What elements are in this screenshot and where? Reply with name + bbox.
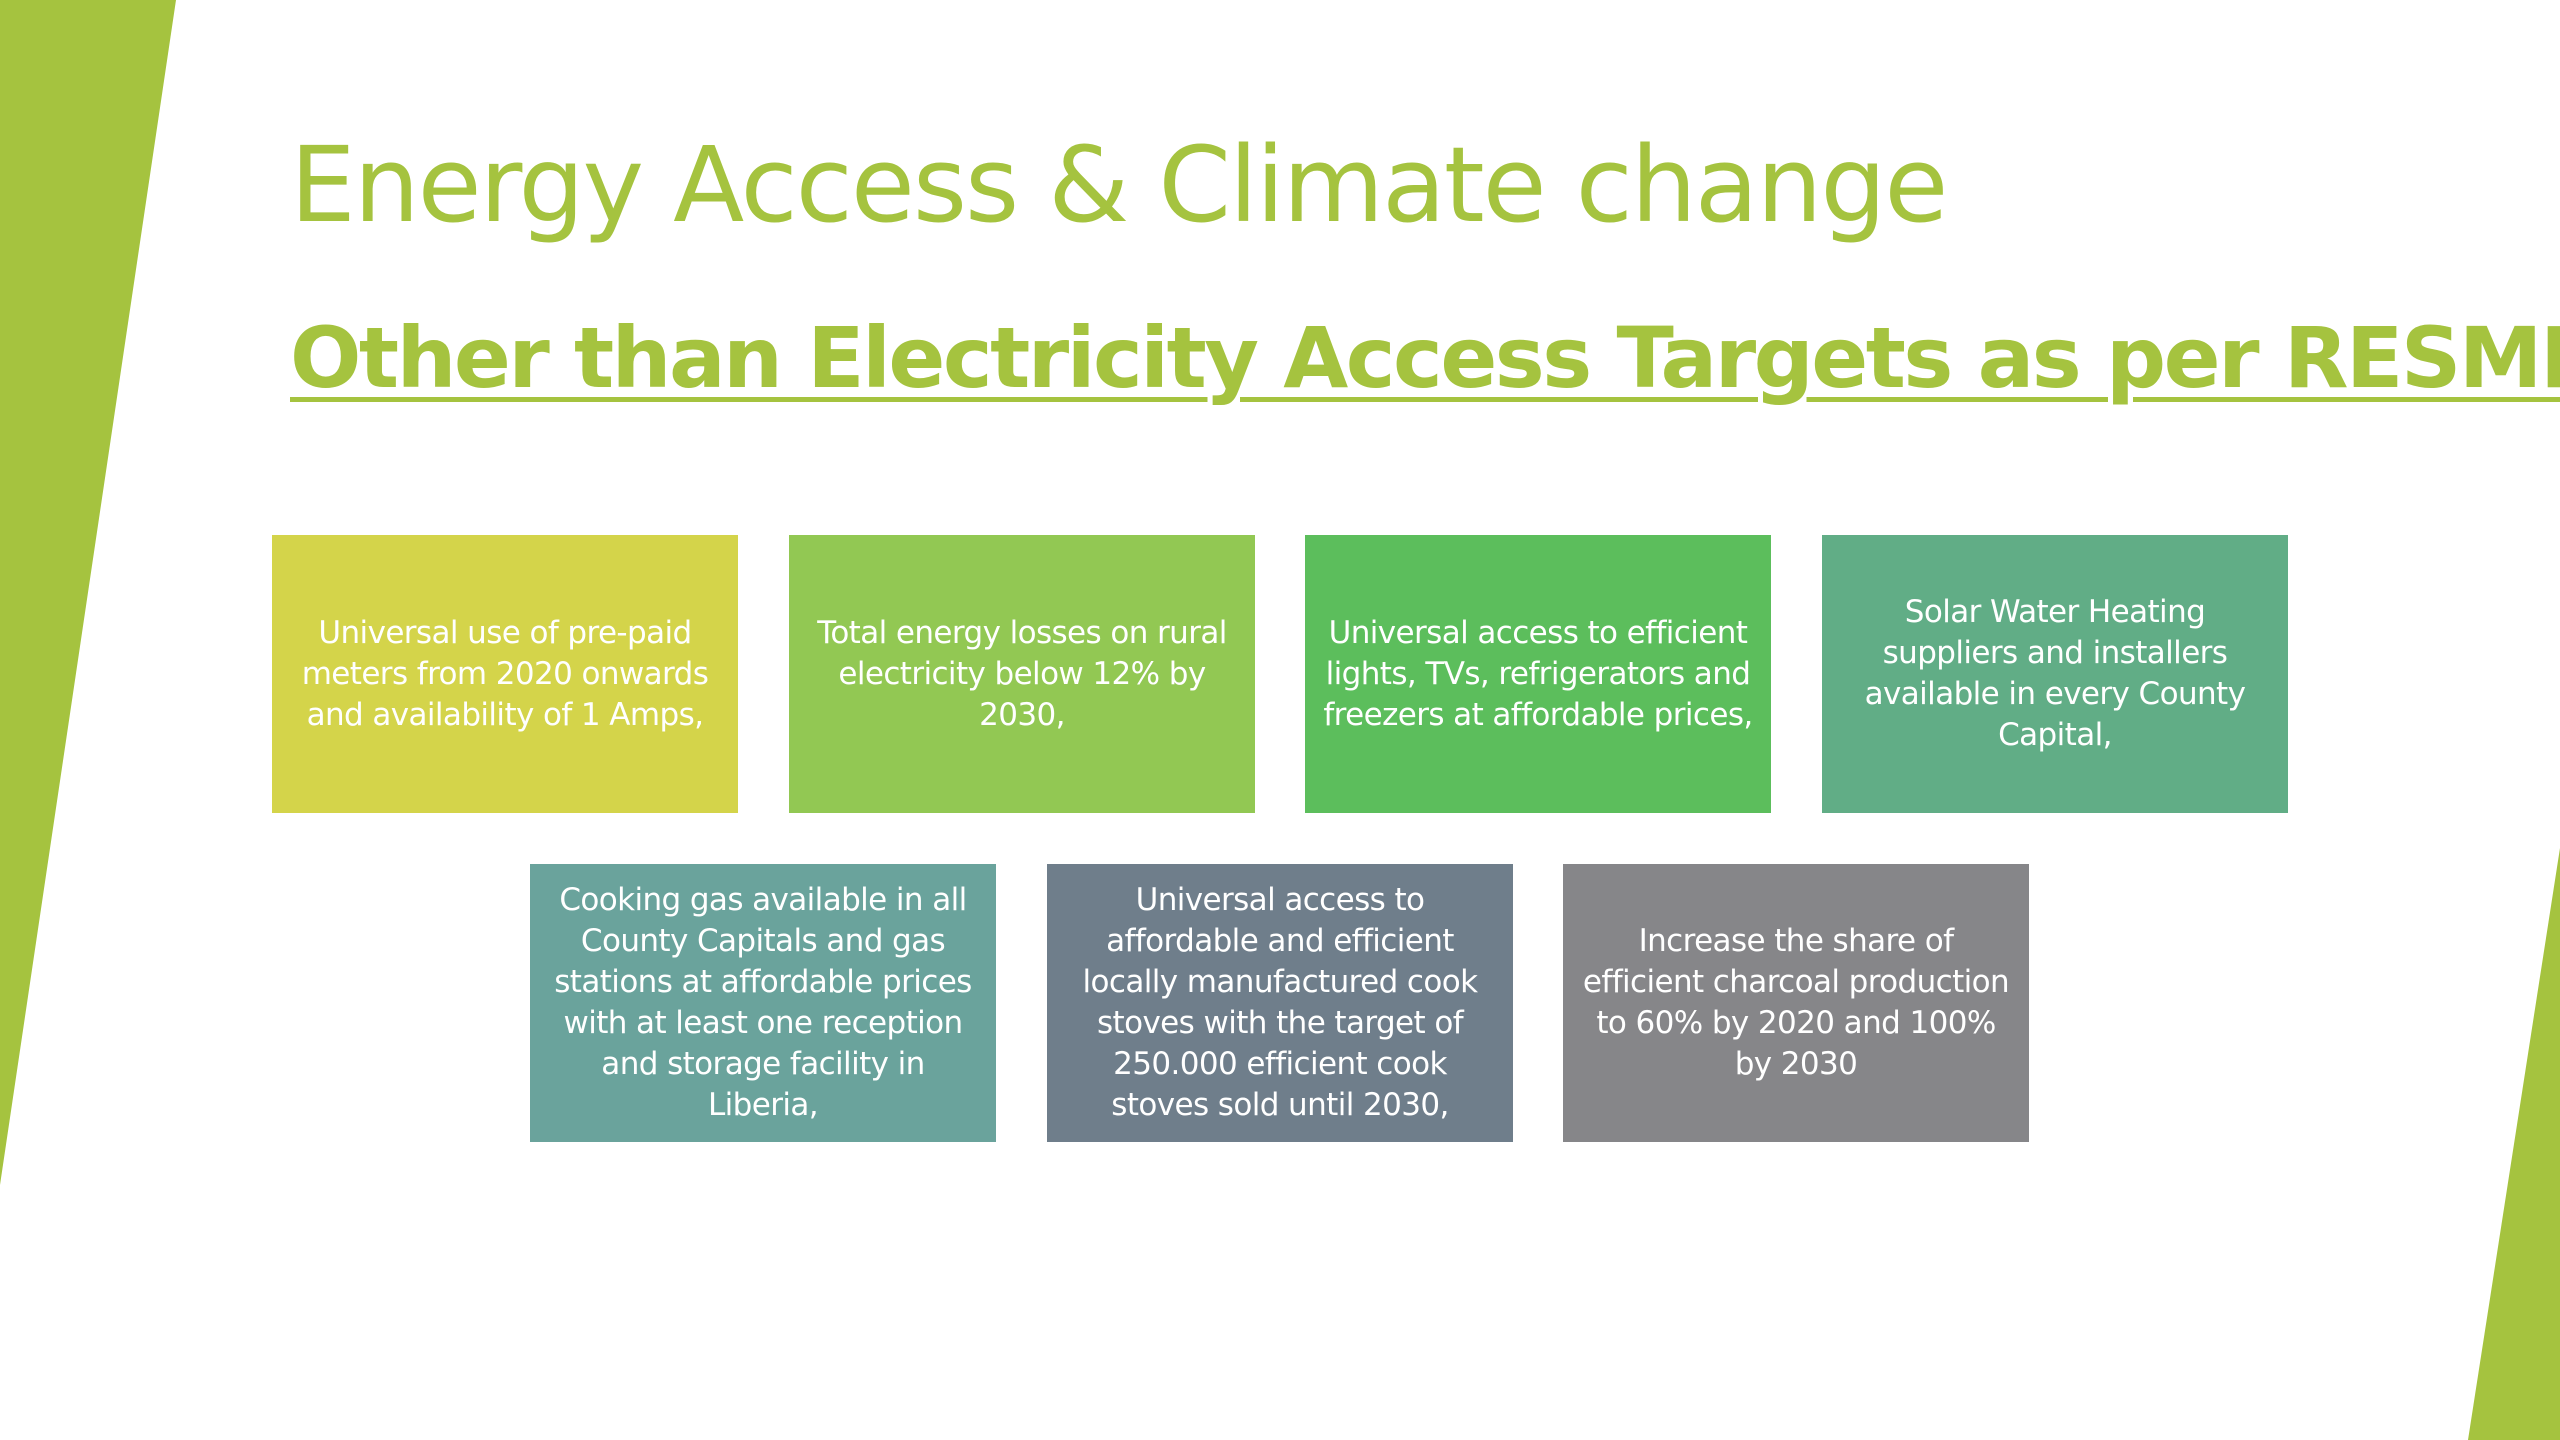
target-text: Universal access to affordable and effic… [1082, 882, 1478, 1123]
target-text: Universal use of pre-paid meters from 20… [301, 614, 709, 733]
target-text: Increase the share of efficient charcoal… [1582, 923, 2010, 1082]
target-text: Total energy losses on rural electricity… [817, 614, 1227, 733]
target-box-cook-stoves: Universal access to affordable and effic… [1047, 864, 1513, 1142]
target-box-solar-water-heating: Solar Water Heating suppliers and instal… [1822, 535, 2288, 813]
target-text: Universal access to efficient lights, TV… [1323, 614, 1753, 733]
target-box-efficient-appliances: Universal access to efficient lights, TV… [1305, 535, 1771, 813]
slide-title: Energy Access & Climate change [290, 124, 1948, 246]
target-box-prepaid-meters: Universal use of pre-paid meters from 20… [272, 535, 738, 813]
right-accent-stripe [2468, 848, 2560, 1440]
target-box-charcoal-production: Increase the share of efficient charcoal… [1563, 864, 2029, 1142]
left-accent-stripe [0, 0, 176, 1185]
target-box-cooking-gas: Cooking gas available in all County Capi… [530, 864, 996, 1142]
target-text: Cooking gas available in all County Capi… [554, 882, 972, 1123]
target-box-energy-losses: Total energy losses on rural electricity… [789, 535, 1255, 813]
slide-subtitle: Other than Electricity Access Targets as… [290, 309, 2560, 407]
target-text: Solar Water Heating suppliers and instal… [1864, 594, 2246, 753]
